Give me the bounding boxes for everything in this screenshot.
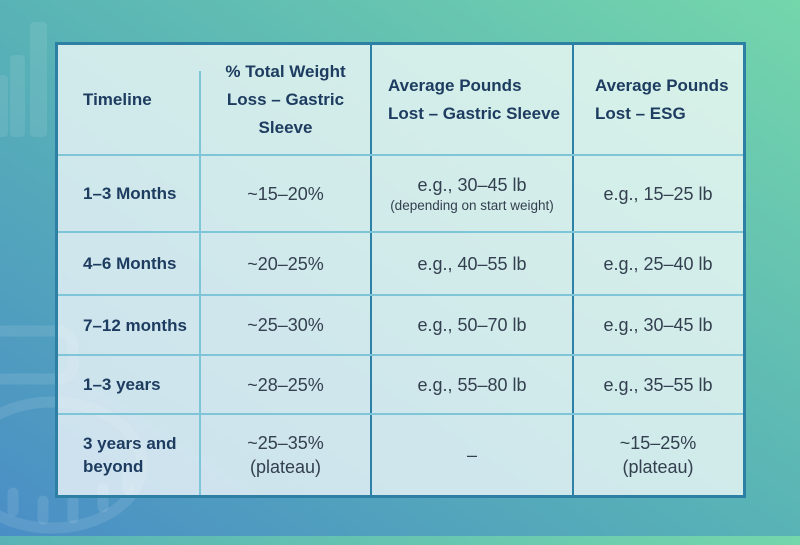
cell-text: e.g., 40–55 lb <box>417 253 527 274</box>
table-cell-timeline: 7–12 months <box>58 295 200 355</box>
cell-text: ~15–25% <box>619 432 697 453</box>
table-cell-pct: ~20–25% <box>200 232 371 295</box>
table-cell-esg-lb: e.g., 15–25 lb <box>573 155 743 232</box>
table-cell-esg-lb: ~15–25% (plateau) <box>573 414 743 495</box>
table-cell-pct: ~15–20% <box>200 155 371 232</box>
cell-text: ~25–35% <box>247 432 324 453</box>
table-cell-gastric-sleeve-lb: – <box>371 414 573 495</box>
cell-text-line2: (plateau) <box>249 456 322 477</box>
cell-text: ~20–25% <box>247 253 324 274</box>
table-cell-pct: ~25–35% (plateau) <box>200 414 371 495</box>
column-header-pct-weight-loss-gastric-sleeve: % Total Weight Loss – Gastric Sleeve <box>200 45 371 155</box>
table-cell-timeline: 1–3 years <box>58 355 200 414</box>
cell-text: 1–3 years <box>83 375 161 394</box>
cell-text-line2: (plateau) <box>622 456 694 477</box>
cell-text: ~15–20% <box>247 183 324 204</box>
column-header-avg-pounds-gastric-sleeve: Average Pounds Lost – Gastric Sleeve <box>371 45 573 155</box>
cell-text: – <box>466 444 477 465</box>
cell-text: ~28–25% <box>247 374 324 395</box>
table-cell-gastric-sleeve-lb: e.g., 30–45 lb (depending on start weigh… <box>371 155 573 232</box>
cell-text: 4–6 Months <box>83 254 177 273</box>
divider <box>58 154 743 156</box>
column-header-label: Average Pounds <box>388 76 522 95</box>
column-header-label: Lost – Gastric Sleeve <box>388 104 560 123</box>
table-cell-esg-lb: e.g., 35–55 lb <box>573 355 743 414</box>
cell-text: e.g., 55–80 lb <box>417 374 527 395</box>
column-header-label: Sleeve <box>258 118 313 137</box>
table-cell-timeline: 1–3 Months <box>58 155 200 232</box>
divider <box>199 71 201 495</box>
column-header-timeline: Timeline <box>58 45 200 155</box>
cell-text: e.g., 25–40 lb <box>603 253 713 274</box>
divider <box>370 45 372 495</box>
column-header-avg-pounds-esg: Average Pounds Lost – ESG <box>573 45 743 155</box>
column-header-label: Lost – ESG <box>595 104 686 123</box>
table-grid: Timeline % Total Weight Loss – Gastric S… <box>58 45 743 495</box>
table-cell-timeline: 3 years and beyond <box>58 414 200 495</box>
cell-text: 7–12 months <box>83 315 187 335</box>
weight-loss-table: Timeline % Total Weight Loss – Gastric S… <box>55 42 746 498</box>
cell-text: ~25–30% <box>247 315 324 335</box>
table-cell-timeline: 4–6 Months <box>58 232 200 295</box>
table-cell-gastric-sleeve-lb: e.g., 55–80 lb <box>371 355 573 414</box>
table-cell-esg-lb: e.g., 30–45 lb <box>573 295 743 355</box>
divider <box>572 45 574 495</box>
cell-note: (depending on start weight) <box>390 197 554 213</box>
cell-text: e.g., 15–25 lb <box>603 183 713 204</box>
table-cell-gastric-sleeve-lb: e.g., 50–70 lb <box>371 295 573 355</box>
table-cell-esg-lb: e.g., 25–40 lb <box>573 232 743 295</box>
cell-text: 3 years and beyond <box>83 433 177 476</box>
cell-text: e.g., 35–55 lb <box>603 374 713 395</box>
cell-text: 1–3 Months <box>83 184 177 203</box>
cell-text: e.g., 30–45 lb <box>417 174 527 195</box>
divider <box>58 294 743 296</box>
divider <box>58 413 743 415</box>
table-cell-gastric-sleeve-lb: e.g., 40–55 lb <box>371 232 573 295</box>
divider <box>58 354 743 356</box>
column-header-label: Average Pounds <box>595 76 729 95</box>
table-cell-pct: ~25–30% <box>200 295 371 355</box>
column-header-label: % Total Weight <box>225 62 346 81</box>
column-header-label: Timeline <box>83 90 152 109</box>
cell-text: e.g., 50–70 lb <box>417 315 527 335</box>
cell-text: e.g., 30–45 lb <box>603 315 713 335</box>
divider <box>58 231 743 233</box>
table-cell-pct: ~28–25% <box>200 355 371 414</box>
column-header-label: Loss – Gastric <box>226 90 345 109</box>
